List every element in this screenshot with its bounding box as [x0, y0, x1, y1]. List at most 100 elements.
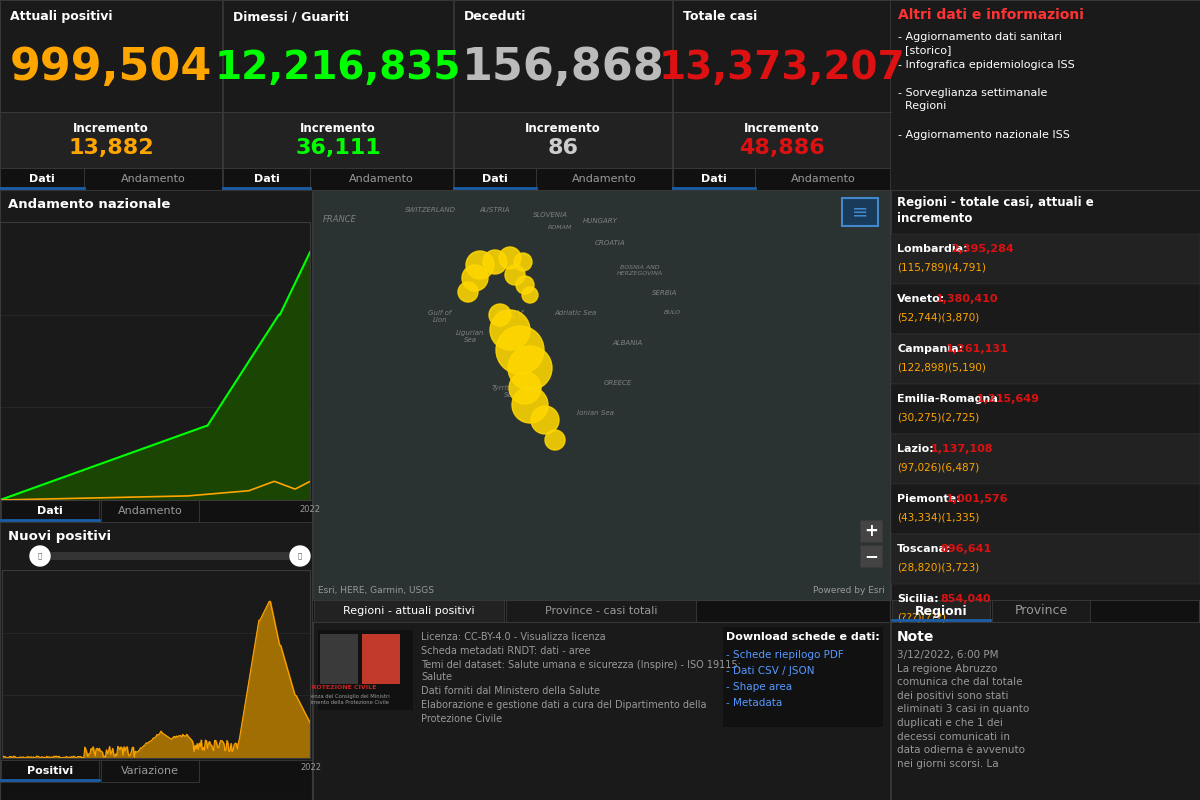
- Text: Protezione Civile: Protezione Civile: [421, 714, 502, 724]
- Text: 12,216,835: 12,216,835: [215, 49, 461, 87]
- Bar: [890, 334, 1200, 384]
- Text: Andamento: Andamento: [571, 174, 636, 184]
- Circle shape: [290, 546, 310, 566]
- Text: 854,040: 854,040: [941, 594, 991, 604]
- Text: (???)(???): (???)(???): [898, 612, 946, 622]
- Text: HUNGARY: HUNGARY: [582, 218, 618, 224]
- Bar: [454, 112, 672, 168]
- Circle shape: [545, 430, 565, 450]
- Bar: [101, 500, 199, 522]
- Text: - Metadata: - Metadata: [726, 698, 782, 708]
- Text: Piemonte:: Piemonte:: [898, 494, 961, 504]
- Bar: [536, 168, 672, 190]
- Text: Download schede e dati:: Download schede e dati:: [726, 632, 880, 642]
- Bar: [0, 190, 312, 500]
- Text: −: −: [864, 547, 878, 565]
- Text: Dati: Dati: [37, 506, 62, 516]
- Text: Altri dati e informazioni: Altri dati e informazioni: [898, 8, 1084, 22]
- Text: Dati: Dati: [253, 174, 280, 184]
- Text: Campania:: Campania:: [898, 344, 964, 354]
- Text: (52,744)(3,870): (52,744)(3,870): [898, 312, 979, 322]
- Bar: [890, 534, 1200, 584]
- Bar: [0, 168, 84, 190]
- Text: 2,395,284: 2,395,284: [952, 244, 1014, 254]
- Circle shape: [482, 250, 508, 274]
- Text: Tyrrhenian
Sea: Tyrrhenian Sea: [491, 385, 529, 398]
- Circle shape: [505, 265, 526, 285]
- Bar: [0, 112, 222, 168]
- Text: Regioni - attuali positivi: Regioni - attuali positivi: [343, 606, 475, 616]
- Text: 48,886: 48,886: [739, 138, 824, 158]
- Text: (28,820)(3,723): (28,820)(3,723): [898, 562, 979, 572]
- Text: Province: Province: [1014, 605, 1068, 618]
- Text: SERBIA: SERBIA: [653, 290, 678, 296]
- Bar: [673, 0, 890, 168]
- Text: 1,261,131: 1,261,131: [946, 344, 1008, 354]
- Text: Lombardia:: Lombardia:: [898, 244, 967, 254]
- Bar: [101, 760, 199, 782]
- Text: Regioni - totale casi, attuali e
incremento: Regioni - totale casi, attuali e increme…: [898, 196, 1093, 225]
- Circle shape: [516, 276, 534, 294]
- Circle shape: [509, 372, 541, 404]
- Text: Ligurian
Sea: Ligurian Sea: [456, 330, 485, 343]
- Text: Powered by Esri: Powered by Esri: [814, 586, 886, 595]
- Bar: [454, 0, 672, 168]
- Text: SWITZERLAND: SWITZERLAND: [404, 207, 456, 213]
- Text: Sicilia:: Sicilia:: [898, 594, 938, 604]
- Text: 3/12/2022, 6:00 PM
La regione Abruzzo
comunica che dal totale
dei positivi sono : 3/12/2022, 6:00 PM La regione Abruzzo co…: [898, 650, 1030, 769]
- Bar: [722, 627, 883, 727]
- Text: Ionian Sea: Ionian Sea: [576, 410, 613, 416]
- Text: (115,789)(4,791): (115,789)(4,791): [898, 262, 986, 272]
- Text: Incremento: Incremento: [300, 122, 376, 135]
- Text: (43,334)(1,335): (43,334)(1,335): [898, 512, 979, 522]
- Text: Dati: Dati: [29, 174, 55, 184]
- Text: FRANCE: FRANCE: [323, 215, 356, 224]
- Circle shape: [496, 326, 544, 374]
- Text: (97,026)(6,487): (97,026)(6,487): [898, 462, 979, 472]
- Text: 13,373,207: 13,373,207: [659, 49, 905, 87]
- Circle shape: [512, 387, 548, 423]
- Bar: [890, 484, 1200, 534]
- Bar: [890, 234, 1200, 284]
- Bar: [673, 112, 890, 168]
- Text: 1,001,576: 1,001,576: [946, 494, 1008, 504]
- Bar: [454, 168, 536, 190]
- Text: CROATIA: CROATIA: [595, 240, 625, 246]
- Bar: [992, 600, 1090, 622]
- Bar: [320, 634, 358, 684]
- Bar: [892, 600, 990, 622]
- Bar: [223, 112, 454, 168]
- Text: Adriatic Sea: Adriatic Sea: [554, 310, 596, 316]
- Text: - Aggiornamento dati sanitari
  [storico]: - Aggiornamento dati sanitari [storico]: [898, 32, 1062, 55]
- Text: Gulf of
Lion: Gulf of Lion: [428, 310, 451, 323]
- Text: Totale casi: Totale casi: [683, 10, 757, 23]
- Text: Note: Note: [898, 630, 935, 644]
- Text: 896,641: 896,641: [941, 544, 992, 554]
- Text: - Aggiornamento nazionale ISS: - Aggiornamento nazionale ISS: [898, 130, 1070, 140]
- Text: 156,868: 156,868: [462, 46, 665, 90]
- Text: Positivi: Positivi: [26, 766, 73, 776]
- Text: Andamento: Andamento: [349, 174, 414, 184]
- Bar: [318, 630, 413, 710]
- Bar: [506, 600, 696, 622]
- Bar: [860, 545, 882, 567]
- Text: Incremento: Incremento: [73, 122, 149, 135]
- Text: Scheda metadati RNDT: dati - aree: Scheda metadati RNDT: dati - aree: [421, 646, 590, 656]
- Bar: [40, 552, 302, 560]
- Text: Andamento: Andamento: [791, 174, 856, 184]
- Text: - Schede riepilogo PDF: - Schede riepilogo PDF: [726, 650, 844, 660]
- Bar: [860, 520, 882, 542]
- Text: Dati: Dati: [482, 174, 508, 184]
- Text: 13,882: 13,882: [68, 138, 154, 158]
- Bar: [362, 634, 400, 684]
- Text: Esri, HERE, Garmin, USGS: Esri, HERE, Garmin, USGS: [318, 586, 434, 595]
- Text: BULO: BULO: [664, 310, 680, 315]
- Text: Andamento: Andamento: [118, 506, 182, 516]
- Bar: [223, 168, 310, 190]
- Text: Licenza: CC-BY-4.0 - Visualizza licenza: Licenza: CC-BY-4.0 - Visualizza licenza: [421, 632, 606, 642]
- Bar: [84, 168, 222, 190]
- Circle shape: [499, 247, 521, 269]
- Bar: [0, 522, 312, 760]
- Text: Province - casi totali: Province - casi totali: [545, 606, 658, 616]
- Bar: [890, 434, 1200, 484]
